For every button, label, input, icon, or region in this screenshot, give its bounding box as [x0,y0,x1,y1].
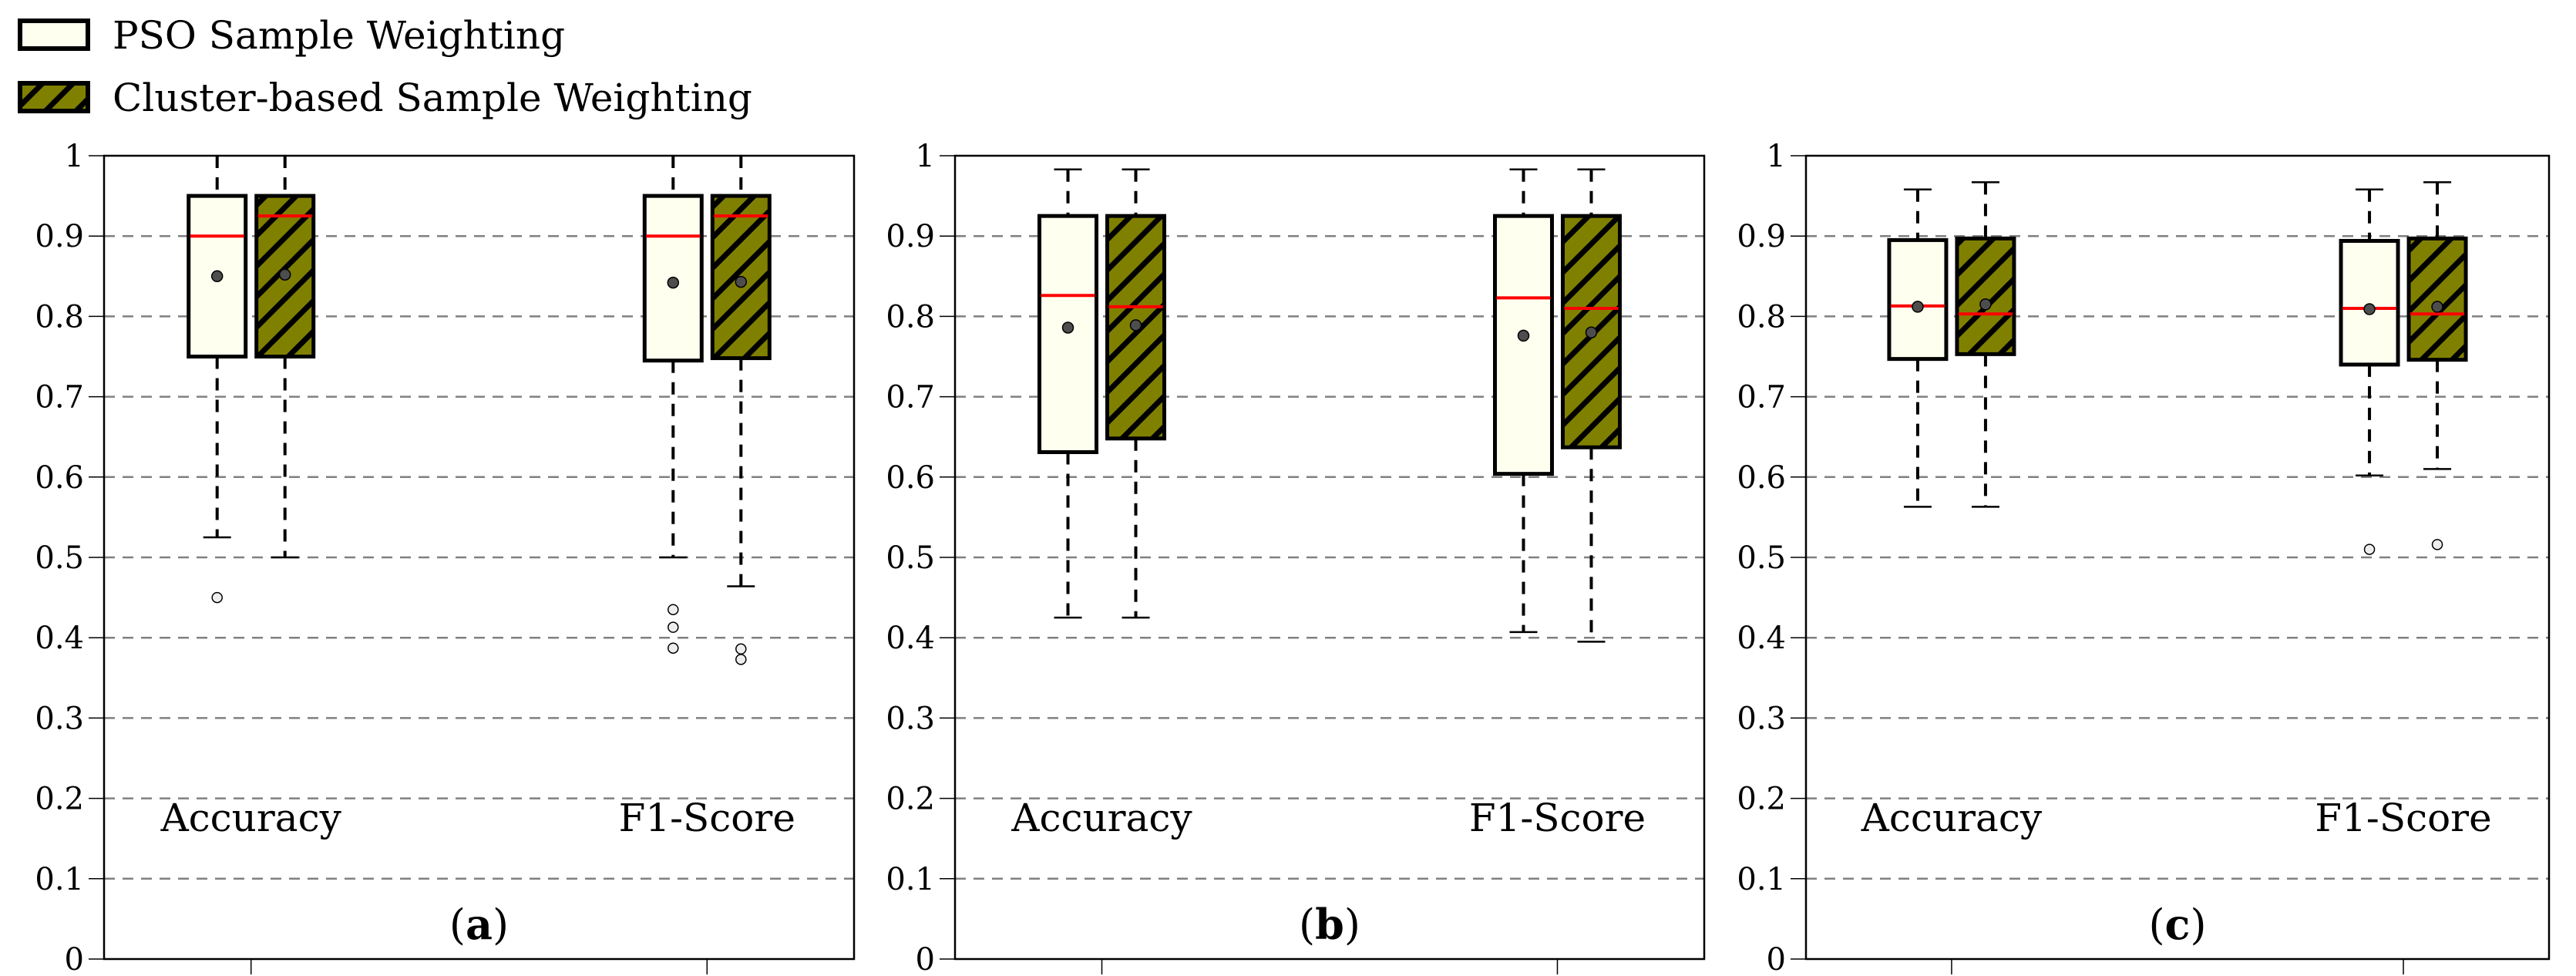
panel-letter: c [2165,900,2191,949]
mean-marker [1517,329,1530,342]
y-tick-label: 0 [65,942,84,976]
mean-marker [667,276,680,289]
y-tick-label: 0.2 [35,782,84,817]
box-pso-accuracy [1887,188,1949,508]
panel-caption: (b) [1299,900,1360,949]
mean-marker [1129,319,1142,332]
y-tick-label: 0.7 [1737,380,1786,416]
y-tick-label: 0.6 [886,460,935,496]
mean-marker [2431,301,2443,313]
box-cluster-accuracy [1955,181,2016,508]
panel-b: 0 0.1 0.2 0.3 0.4 0.5 0.6 0.7 0.8 0.9 1 Accuracy F1-… [886,139,1706,976]
mean-marker [210,270,224,283]
y-tick-label: 0.8 [886,299,935,335]
y-tick-label: 0.7 [886,380,935,416]
y-tick-label: 0.8 [35,299,84,335]
box-pso-f1-score [1492,168,1554,634]
y-tick-label: 0.9 [35,219,84,254]
outlier-marker [735,643,747,655]
x-tick-label: Accuracy [160,796,342,840]
mean-marker [735,275,748,288]
legend-label-pso: PSO Sample Weighting [113,13,565,58]
box-iqr [2339,238,2400,367]
x-tick-label: Accuracy [1011,796,1192,840]
y-tick-label: 0.3 [35,701,84,736]
outlier-marker [668,604,679,615]
x-tick-label: F1-Score [619,796,795,840]
outlier-marker [668,621,679,633]
box-cluster-f1-score [1560,168,1622,643]
outlier-marker [2363,544,2376,555]
outlier-marker [211,591,223,604]
y-tick-label: 1 [1767,139,1786,174]
y-tick-label: 0.3 [1737,701,1786,736]
mean-marker [1061,321,1074,334]
y-tick-label: 0.8 [1737,299,1786,335]
y-tick-label: 1 [65,139,84,174]
y-tick-label: 0.6 [35,460,84,496]
box-pso-accuracy [1037,168,1099,619]
y-tick-label: 0.5 [886,540,935,576]
y-tick-label: 0.2 [1737,782,1786,817]
box-iqr [1037,214,1099,454]
box-cluster-accuracy [1105,168,1167,619]
legend-swatch-pso [18,19,90,51]
panel-caption: (c) [2148,900,2206,949]
box-iqr [1887,237,1949,362]
mean-marker [2363,303,2376,315]
plot-frame [103,154,856,961]
y-tick-label: 0.1 [1737,862,1786,897]
y-tick-label: 0.1 [886,862,935,897]
y-tick-label: 0.6 [1737,460,1786,496]
mean-marker [278,268,291,281]
box-iqr [1955,236,2016,356]
outlier-marker [668,642,679,654]
legend-label-cluster: Cluster-based Sample Weighting [113,76,752,120]
y-tick-label: 0.4 [1737,621,1786,656]
legend-swatch-cluster [18,81,90,113]
y-tick-label: 0.5 [1737,540,1786,576]
y-tick-label: 0 [916,942,935,976]
y-tick-label: 0.1 [35,862,84,897]
y-tick-label: 0.2 [886,782,935,817]
y-tick-label: 0.5 [35,540,84,576]
mean-marker [1979,298,1992,311]
x-tick-label: F1-Score [1469,796,1646,840]
box-iqr [2406,236,2468,362]
legend: PSO Sample Weighting Cluster-based Sampl… [18,13,752,120]
y-tick-label: 0.7 [35,380,84,416]
y-tick-label: 1 [916,139,935,174]
y-tick-label: 0.4 [35,621,84,656]
box-cluster-f1-score [2406,181,2468,550]
panel-a: 0 0.1 0.2 0.3 0.4 0.5 0.6 0.7 0.8 0.9 1 Accuracy F1-… [35,139,856,976]
box-iqr [1492,214,1554,476]
box-pso-f1-score [2339,188,2400,555]
panel-c: 0 0.1 0.2 0.3 0.4 0.5 0.6 0.7 0.8 0.9 1 Accuracy F1-… [1737,139,2551,976]
y-tick-label: 0.3 [886,701,935,736]
box-cluster-f1-score [710,156,772,665]
plot-frame [1804,154,2551,961]
x-tick-label: F1-Score [2315,796,2491,840]
panel-caption: (a) [449,900,509,949]
y-tick-label: 0.9 [886,219,935,254]
plot-frame [953,154,1706,961]
mean-marker [1585,326,1598,338]
y-tick-label: 0.4 [886,621,935,656]
outlier-marker [2431,539,2443,550]
panel-letter: a [466,900,493,949]
panel-letter: b [1315,900,1344,949]
y-tick-label: 0 [1767,942,1786,976]
box-pso-accuracy [187,156,248,604]
mean-marker [1912,301,1924,313]
x-tick-label: Accuracy [1861,796,2043,840]
outlier-marker [735,654,747,665]
box-pso-f1-score [642,156,704,654]
box-cluster-accuracy [254,156,316,559]
y-tick-label: 0.9 [1737,219,1786,254]
